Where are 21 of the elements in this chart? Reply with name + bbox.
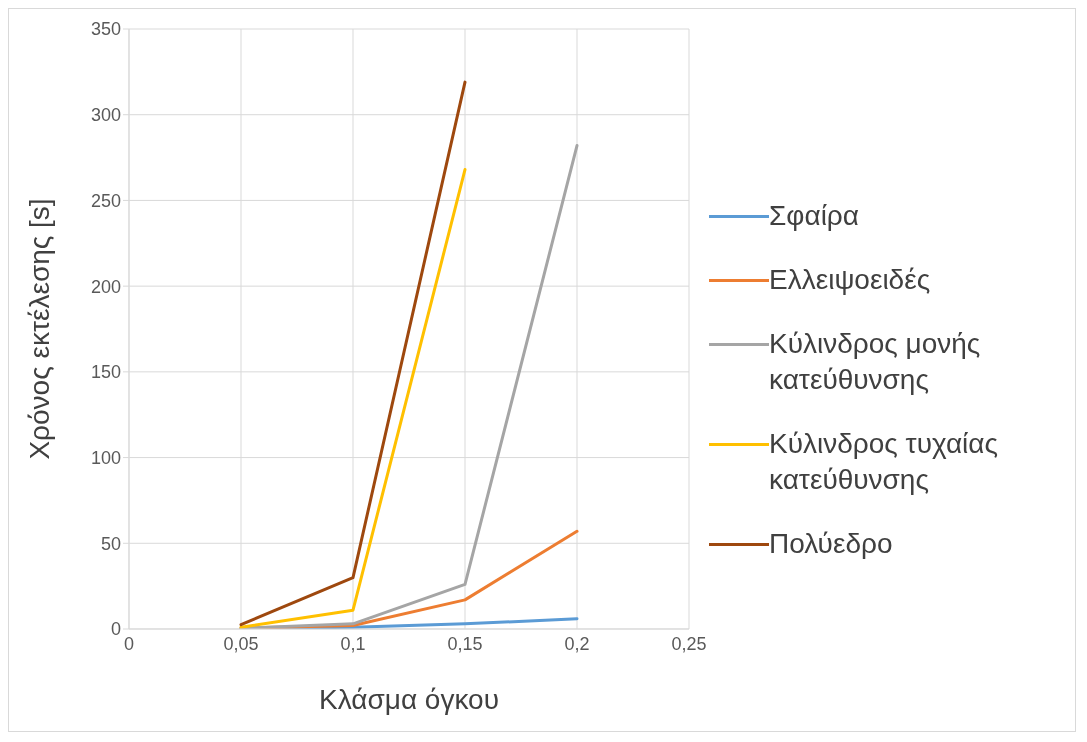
y-tick-label: 0	[110, 619, 121, 640]
legend-label: Ελλειψοειδές	[769, 263, 932, 297]
y-axis-title: Χρόνος εκτέλεσης [s]	[23, 198, 55, 460]
x-tick-label: 0	[123, 633, 135, 654]
y-tick-label: 300	[90, 105, 121, 126]
x-tick-label: 0,25	[671, 633, 707, 654]
y-tick-label: 250	[90, 190, 121, 211]
x-tick-label: 0,05	[223, 633, 259, 654]
x-tick-label: 0,2	[564, 633, 590, 654]
y-tick-label: 200	[90, 276, 121, 297]
x-axis-title: Κλάσμα όγκου	[319, 684, 499, 715]
x-tick-label: 0,15	[447, 633, 483, 654]
legend-label: Σφαίρα	[769, 199, 860, 233]
legend-label: Κύλινδρος τυχαίας κατεύθυνσης	[769, 427, 999, 497]
y-tick-label: 100	[90, 447, 121, 468]
y-tick-label: 150	[90, 362, 121, 383]
y-tick-label: 350	[90, 19, 121, 40]
y-tick-label: 50	[100, 533, 121, 554]
legend-label: Πολύεδρο	[769, 527, 894, 561]
x-tick-label: 0,1	[340, 633, 366, 654]
legend-label: Κύλινδρος μονής κατεύθυνσης	[769, 327, 982, 397]
